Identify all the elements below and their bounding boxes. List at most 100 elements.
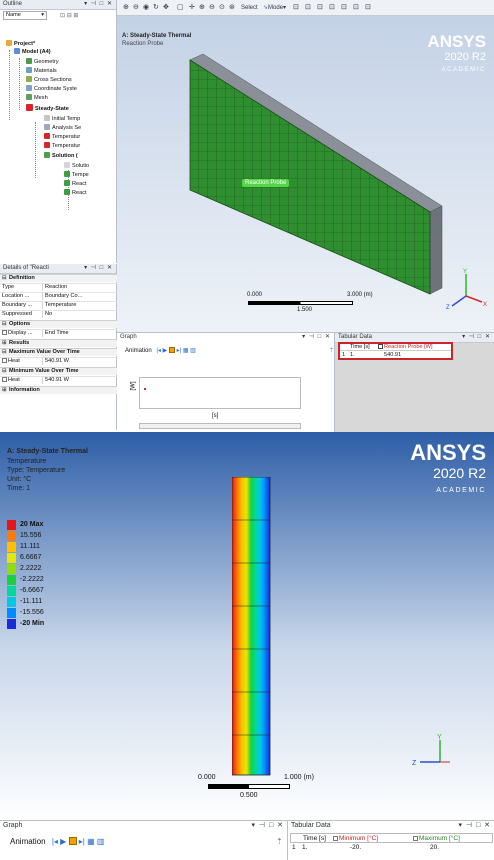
panel-controls[interactable]: ▾ ⊣ □ ✕ <box>302 334 331 340</box>
zoom-region-icon[interactable]: ⊙ <box>219 4 225 11</box>
select-button[interactable]: Select <box>241 5 258 11</box>
settings-icon[interactable]: ▥ <box>96 837 105 846</box>
settings-icon[interactable]: ▥ <box>190 348 196 354</box>
section-information[interactable]: ⊞ Information <box>0 386 117 394</box>
table-row[interactable]: 1 1. 540.91 <box>342 352 402 358</box>
col-time-header[interactable]: Time [s] <box>350 344 370 350</box>
box-select-icon[interactable]: ▢ <box>177 4 184 11</box>
tree-item-mesh[interactable]: Mesh <box>26 94 48 102</box>
tree-item-initial-temp[interactable]: Initial Temp <box>44 115 80 123</box>
section-options[interactable]: ⊟ Options <box>0 320 117 328</box>
tree-item-cross-sections[interactable]: Cross Sections <box>26 76 72 84</box>
analysis-title: A: Steady-State Thermal <box>7 448 88 455</box>
detail-row-suppressed[interactable]: Suppressed No <box>0 310 117 318</box>
section-max-over-time[interactable]: ⊟ Maximum Value Over Time <box>0 348 117 356</box>
graphics-viewport-bottom[interactable]: A: Steady-State Thermal Temperature Type… <box>0 432 494 820</box>
graphics-viewport-top[interactable]: A: Steady-State Thermal Reaction Probe A… <box>117 16 494 332</box>
tree-item-reaction-2[interactable]: React <box>64 189 87 197</box>
zoom-in-icon[interactable]: ⊕ <box>199 4 205 11</box>
scroll-icon[interactable]: ⇡ <box>276 837 283 846</box>
legend-swatch <box>7 531 16 541</box>
color-legend[interactable]: 20 Max 15.556 11.111 6.6667 2.2222 -2.22… <box>0 520 80 650</box>
panel-controls[interactable]: ▾ ⊣ □ ✕ <box>458 822 491 829</box>
result-name: Temperature <box>7 458 47 465</box>
zoom-fit-icon[interactable]: ⊕ <box>123 4 129 11</box>
animation-toolbar: Animation |◂ ▶ ▸| ▦ ▥ <box>10 837 104 846</box>
legend-swatch <box>7 597 16 607</box>
zoom-all-icon[interactable]: ⊛ <box>229 4 235 11</box>
detail-row-heat-max[interactable]: Heat 540.91 W <box>0 357 117 365</box>
tree-item-temperature-result[interactable]: Tempe <box>64 171 89 179</box>
graph-scrollbar[interactable] <box>139 423 301 429</box>
detail-row-type[interactable]: Type Reaction <box>0 283 117 291</box>
tree-item-temperature-2[interactable]: Temperatur <box>44 142 80 150</box>
first-frame-icon[interactable]: |◂ <box>156 348 161 354</box>
tree-item-reaction-1[interactable]: React <box>64 180 87 188</box>
move-icon[interactable]: ✛ <box>189 4 195 11</box>
scroll-icon[interactable]: ⇡ <box>329 348 335 354</box>
section-min-over-time[interactable]: ⊟ Minimum Value Over Time <box>0 367 117 375</box>
checkbox[interactable] <box>378 344 383 349</box>
first-frame-icon[interactable]: |◂ <box>51 837 58 846</box>
checkbox[interactable] <box>2 330 7 335</box>
col-reaction-header[interactable]: Reaction Probe [W] <box>378 344 433 351</box>
stop-icon[interactable] <box>168 347 175 353</box>
play-icon[interactable]: ▶ <box>162 348 168 354</box>
tree-item-analysis-settings[interactable]: Analysis Se <box>44 124 81 132</box>
svg-text:Y: Y <box>463 269 467 275</box>
tree-item-coordinate-systems[interactable]: Coordinate Syste <box>26 85 77 93</box>
table-row[interactable]: 1 1. -20. 20. <box>292 844 440 851</box>
reaction-probe-label[interactable]: Reaction Probe <box>242 179 290 187</box>
outline-tool-icons[interactable]: ⊡ ⊟ ⊞ <box>60 13 79 19</box>
coordinate-systems-icon <box>26 85 32 91</box>
outline-filter[interactable]: Name ▾ <box>3 11 47 20</box>
view-icon[interactable]: ◉ <box>143 4 150 11</box>
tree-item-solution-info[interactable]: Solutio <box>64 162 89 170</box>
stop-icon[interactable] <box>68 837 77 845</box>
mode-button[interactable]: ➘Mode▾ <box>263 5 287 11</box>
select-mesh-icon[interactable]: ⊡ <box>365 4 371 11</box>
tree-item-temperature-1[interactable]: Temperatur <box>44 133 80 141</box>
panel-controls[interactable]: ▾ ⊣ □ ✕ <box>84 1 113 7</box>
col-time-header[interactable]: Time [s] <box>303 835 326 842</box>
legend-label: 20 Max <box>20 521 44 528</box>
select-body-icon[interactable]: ⊡ <box>329 4 335 11</box>
detail-row-boundary[interactable]: Boundary ... Temperature <box>0 301 117 309</box>
tree-item-solution[interactable]: Solution ( <box>44 152 78 160</box>
rotate-icon[interactable]: ↻ <box>153 4 159 11</box>
last-frame-icon[interactable]: ▸| <box>176 348 182 354</box>
pan-icon[interactable]: ✥ <box>163 4 169 11</box>
tabular-header-row: Time [s] Minimum [°C] Maximum [°C] <box>290 833 493 843</box>
panel-controls[interactable]: ▾ ⊣ □ ✕ <box>251 822 284 829</box>
checkbox[interactable] <box>2 377 7 382</box>
section-definition[interactable]: ⊟ Definition <box>0 274 117 282</box>
checkbox[interactable] <box>333 836 338 841</box>
zoom-out-icon[interactable]: ⊖ <box>209 4 215 11</box>
tree-item-project[interactable]: Project* <box>6 40 35 48</box>
export-icon[interactable]: ▦ <box>87 837 95 846</box>
export-icon[interactable]: ▦ <box>182 348 189 354</box>
select-edge-icon[interactable]: ⊡ <box>305 4 311 11</box>
col-maximum-header[interactable]: Maximum [°C] <box>413 834 460 843</box>
tree-item-materials[interactable]: Materials <box>26 67 57 75</box>
detail-row-heat-min[interactable]: Heat 540.91 W <box>0 376 117 384</box>
tree-item-geometry[interactable]: Geometry <box>26 58 59 66</box>
panel-controls[interactable]: ▾ ⊣ □ ✕ <box>462 334 491 340</box>
checkbox[interactable] <box>413 836 418 841</box>
play-icon[interactable]: ▶ <box>60 837 67 846</box>
detail-row-display[interactable]: Display ... End Time <box>0 329 117 337</box>
select-element-icon[interactable]: ⊡ <box>341 4 347 11</box>
select-node-icon[interactable]: ⊡ <box>353 4 359 11</box>
col-minimum-header[interactable]: Minimum [°C] <box>333 834 378 843</box>
zoom-box-icon[interactable]: ⊖ <box>133 4 139 11</box>
checkbox[interactable] <box>2 358 7 363</box>
detail-row-location[interactable]: Location ... Boundary Co... <box>0 292 117 300</box>
panel-controls[interactable]: ▾ ⊣ □ ✕ <box>84 265 113 271</box>
select-vertex-icon[interactable]: ⊡ <box>293 4 299 11</box>
section-results[interactable]: ⊞ Results <box>0 339 117 347</box>
tree-item-model[interactable]: Model (A4) <box>14 48 51 56</box>
tree-item-steady-state[interactable]: Steady-State <box>26 104 69 113</box>
select-face-icon[interactable]: ⊡ <box>317 4 323 11</box>
scale-right: 3.000 (m) <box>347 292 373 298</box>
last-frame-icon[interactable]: ▸| <box>78 837 85 846</box>
